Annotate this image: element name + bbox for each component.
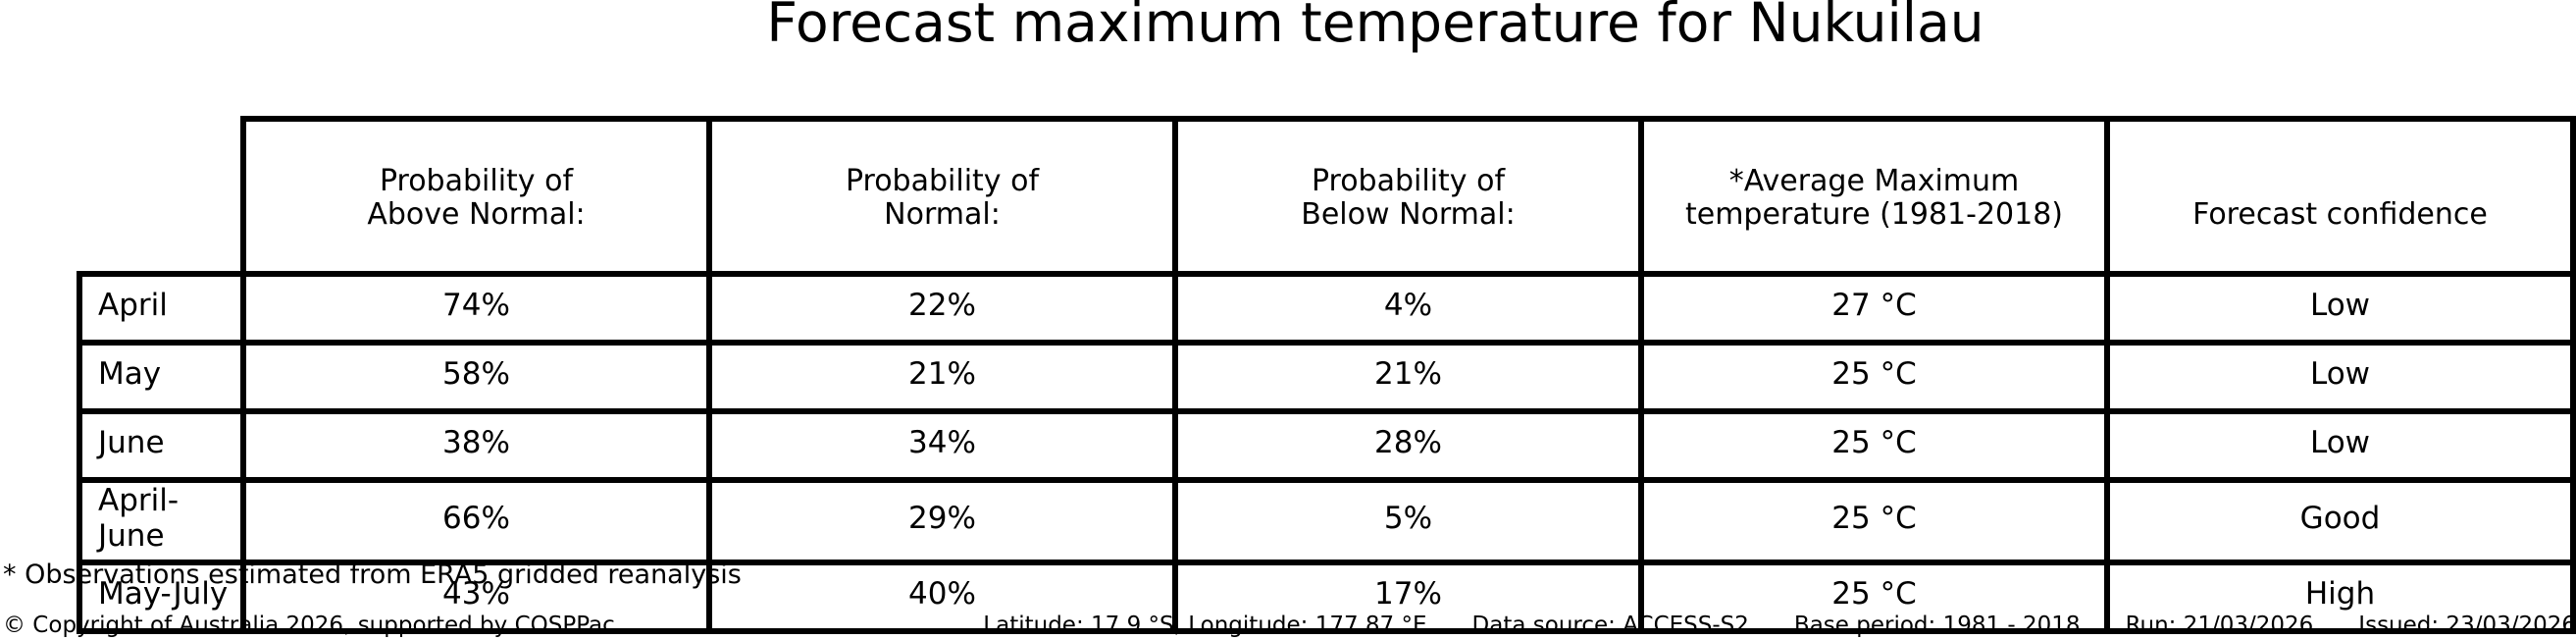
col-header-above-normal: Probability of Above Normal: [240, 116, 712, 277]
cell-above-normal: 43% [240, 560, 712, 634]
footer-run-date: Run: 21/03/2026 [2125, 613, 2314, 638]
cell-normal: 22% [706, 271, 1178, 346]
copyright-text: © Copyright of Australia 2026, supported… [3, 613, 615, 638]
footer-location: Latitude: 17.9 °S, Longitude: 177.87 °E [983, 613, 1427, 638]
cell-normal: 21% [706, 340, 1178, 414]
table-row: April-June 66% 29% 5% 25 °C Good [77, 477, 2576, 565]
cell-avg-max-temp: 25 °C [1638, 340, 2110, 414]
cell-normal: 40% [706, 560, 1178, 634]
row-label: May [77, 340, 246, 414]
header-row: Probability of Above Normal: Probability… [79, 116, 2576, 277]
cell-forecast-confidence: Good [2104, 477, 2576, 565]
table-row: June 38% 34% 28% 25 °C Low [77, 408, 2576, 483]
cell-below-normal: 28% [1172, 408, 1644, 483]
cell-forecast-confidence: Low [2104, 408, 2576, 483]
col-header-normal: Probability of Normal: [706, 116, 1178, 277]
cell-below-normal: 5% [1172, 477, 1644, 565]
cell-above-normal: 58% [240, 340, 712, 414]
row-label: May-July [77, 560, 246, 634]
cell-avg-max-temp: 27 °C [1638, 271, 2110, 346]
footnote: * Observations estimated from ERA5 gridd… [3, 560, 742, 590]
row-label: April [77, 271, 246, 346]
cell-avg-max-temp: 25 °C [1638, 560, 2110, 634]
blank-corner-cell [79, 119, 243, 274]
table-row: May-July 43% 40% 17% 25 °C High [77, 560, 2576, 634]
cell-below-normal: 4% [1172, 271, 1644, 346]
footer-base-period: Base period: 1981 - 2018 [1793, 613, 2081, 638]
cell-above-normal: 38% [240, 408, 712, 483]
table-row: April 74% 22% 4% 27 °C Low [77, 271, 2576, 346]
col-header-below-normal: Probability of Below Normal: [1172, 116, 1644, 277]
footer-data-source: Data source: ACCESS-S2 [1471, 613, 1749, 638]
table-row: May 58% 21% 21% 25 °C Low [77, 340, 2576, 414]
cell-above-normal: 66% [240, 477, 712, 565]
row-label: April-June [77, 477, 246, 565]
cell-normal: 34% [706, 408, 1178, 483]
cell-forecast-confidence: High [2104, 560, 2576, 634]
forecast-table: Probability of Above Normal: Probability… [77, 116, 2576, 634]
cell-forecast-confidence: Low [2104, 271, 2576, 346]
footer-issued-date: Issued: 23/03/2026 [2358, 613, 2576, 638]
cell-normal: 29% [706, 477, 1178, 565]
page-title: Forecast maximum temperature for Nukuila… [766, 0, 1984, 54]
cell-avg-max-temp: 25 °C [1638, 408, 2110, 483]
col-header-forecast-confidence: Forecast confidence [2104, 116, 2576, 277]
footer-bar: © Copyright of Australia 2026, supported… [3, 613, 2576, 639]
cell-below-normal: 21% [1172, 340, 1644, 414]
cell-forecast-confidence: Low [2104, 340, 2576, 414]
row-label: June [77, 408, 246, 483]
col-header-avg-max-temp: *Average Maximum temperature (1981-2018) [1638, 116, 2110, 277]
cell-above-normal: 74% [240, 271, 712, 346]
cell-avg-max-temp: 25 °C [1638, 477, 2110, 565]
cell-below-normal: 17% [1172, 560, 1644, 634]
